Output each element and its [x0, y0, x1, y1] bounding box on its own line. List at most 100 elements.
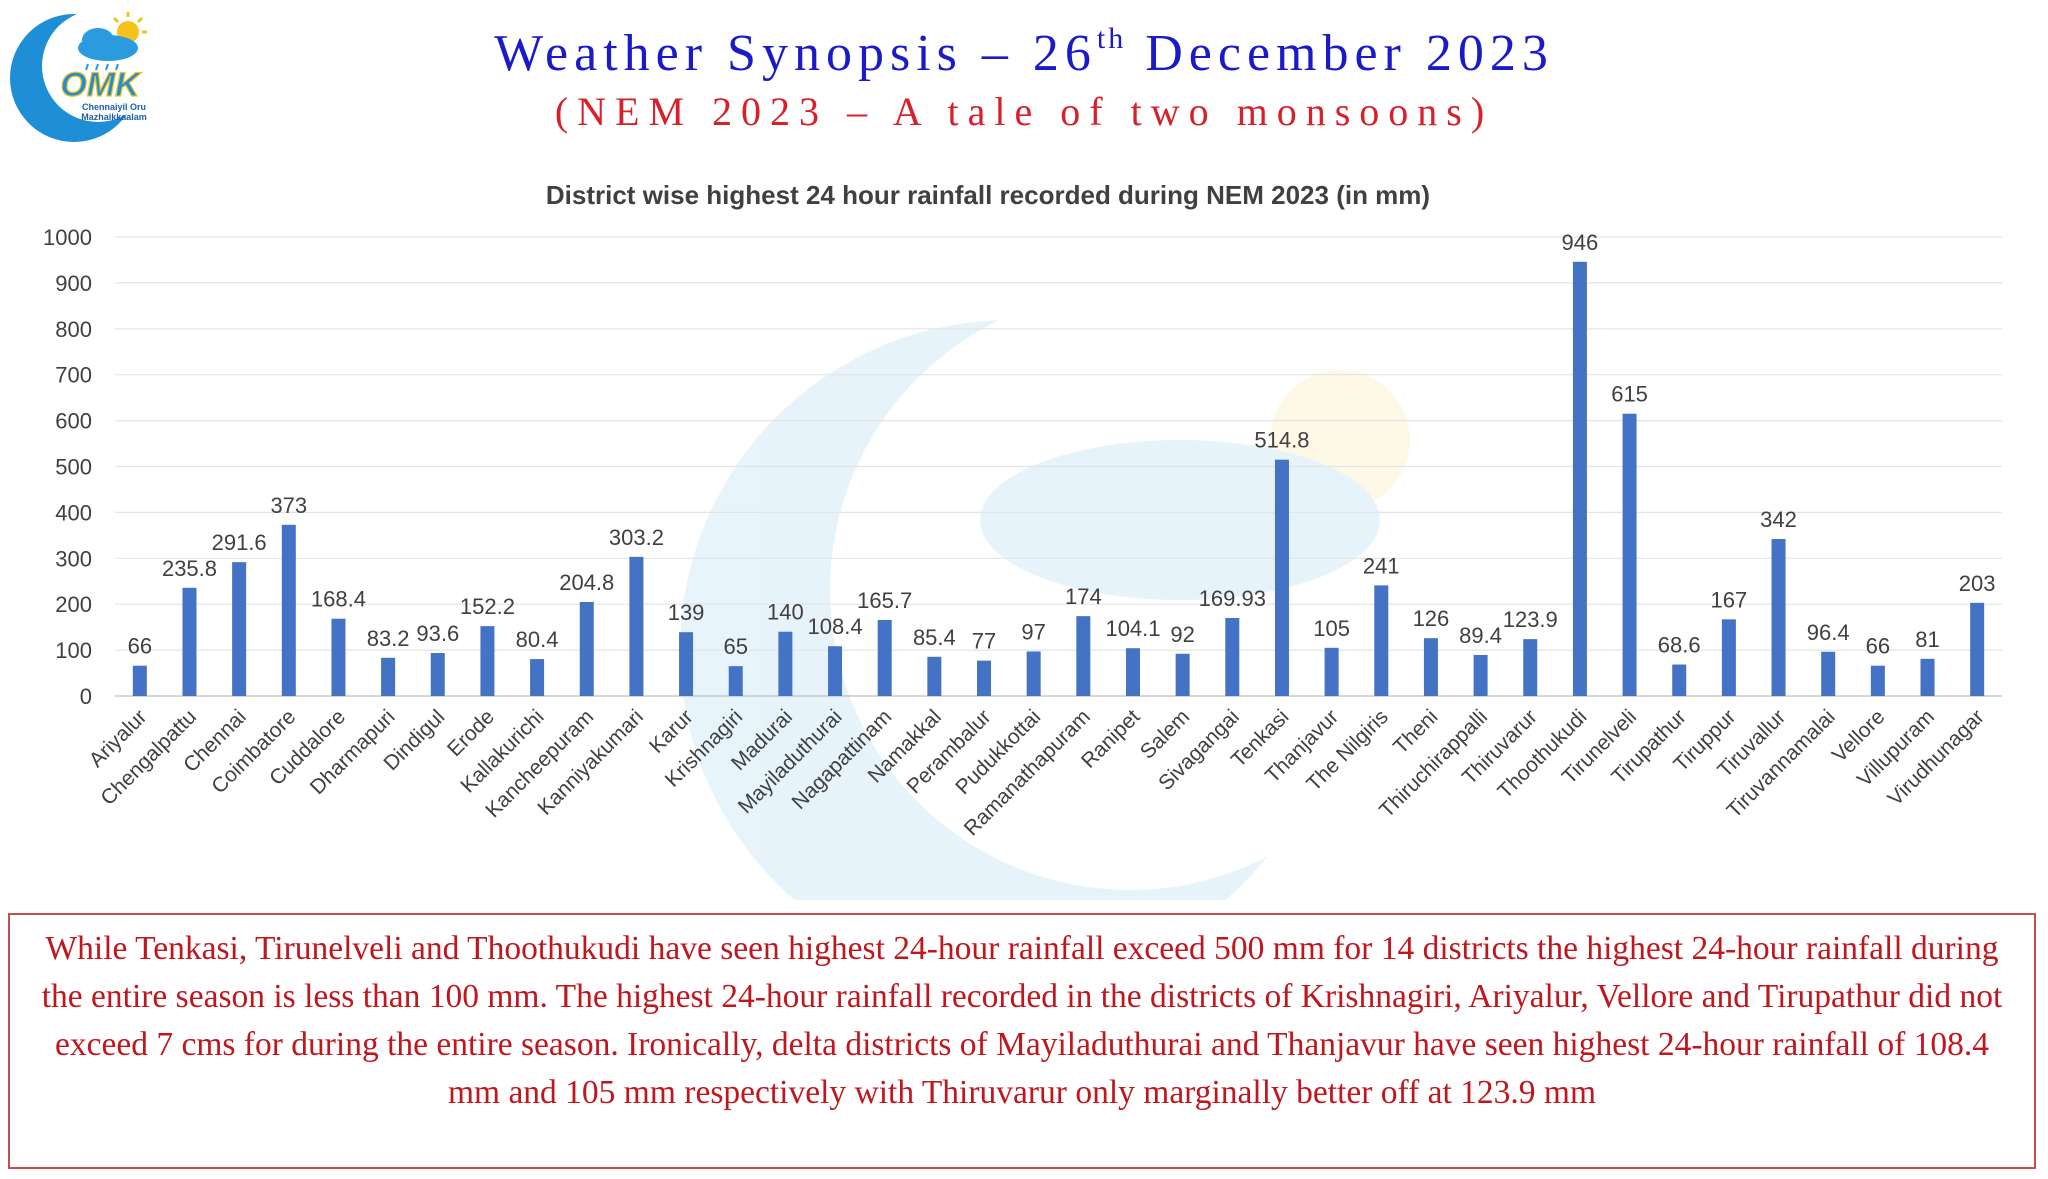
bar	[232, 562, 247, 696]
bar	[877, 619, 892, 696]
bar	[1324, 647, 1339, 696]
bar	[828, 646, 843, 696]
watermark-crescent	[680, 320, 1340, 900]
bar	[132, 665, 147, 696]
data-label: 167	[1711, 587, 1748, 612]
data-label: 77	[972, 629, 996, 654]
title-superscript: th	[1096, 22, 1127, 55]
data-label: 204.8	[559, 570, 614, 595]
data-label: 80.4	[516, 627, 559, 652]
logo-rain-drops	[85, 63, 119, 71]
data-label: 104.1	[1105, 616, 1160, 641]
data-label: 66	[1866, 634, 1890, 659]
bar	[927, 656, 942, 696]
data-label: 169.93	[1199, 586, 1266, 611]
bar	[1125, 648, 1140, 696]
data-label: 108.4	[808, 614, 863, 639]
logo-text-1: Chennaiyil Oru	[82, 102, 146, 112]
data-label: 89.4	[1459, 623, 1502, 648]
bar	[1225, 618, 1240, 696]
data-label: 241	[1363, 553, 1400, 578]
data-label: 373	[270, 493, 307, 518]
data-label: 68.6	[1658, 633, 1701, 658]
bar	[1920, 658, 1935, 696]
data-label: 174	[1065, 584, 1102, 609]
data-label: 152.2	[460, 594, 515, 619]
bar	[1274, 459, 1289, 696]
omk-logo: OMK Chennaiyil Oru Mazhaikkaalam	[10, 10, 152, 142]
data-label: 168.4	[311, 587, 366, 612]
title-main: Weather Synopsis – 26	[494, 25, 1097, 82]
bar	[629, 556, 644, 696]
bar	[1721, 619, 1736, 696]
watermark-sun	[1270, 370, 1410, 510]
y-tick-label: 1000	[43, 225, 92, 250]
y-tick-label: 0	[80, 684, 92, 709]
bar	[1175, 653, 1190, 696]
data-label: 93.6	[416, 621, 459, 646]
y-tick-label: 600	[55, 409, 92, 434]
bar	[1076, 616, 1091, 696]
data-label: 514.8	[1254, 428, 1309, 453]
y-tick-label: 100	[55, 638, 92, 663]
bar	[1423, 638, 1438, 696]
data-label: 105	[1313, 616, 1350, 641]
bar	[1771, 539, 1786, 696]
logo-text-2: Mazhaikkaalam	[81, 112, 147, 122]
bar	[480, 626, 495, 696]
y-tick-label: 900	[55, 271, 92, 296]
y-tick-label: 800	[55, 317, 92, 342]
data-label: 81	[1915, 627, 1939, 652]
chart-bars	[132, 261, 1985, 696]
data-label: 92	[1170, 622, 1194, 647]
data-label: 342	[1760, 507, 1797, 532]
bar	[1572, 261, 1587, 696]
data-label: 235.8	[162, 556, 217, 581]
bar	[1026, 651, 1041, 696]
bar	[430, 653, 445, 696]
data-label: 85.4	[913, 625, 956, 650]
bar	[331, 618, 346, 696]
data-label: 97	[1021, 619, 1045, 644]
summary-note: While Tenkasi, Tirunelveli and Thoothuku…	[8, 913, 2036, 1169]
bar	[1821, 651, 1836, 696]
data-label: 165.7	[857, 588, 912, 613]
page-subtitle: (NEM 2023 – A tale of two monsoons)	[554, 89, 1494, 134]
chart-gridlines	[115, 236, 2002, 697]
title-end: December 2023	[1126, 25, 1554, 82]
data-label: 615	[1611, 382, 1648, 407]
logo-sun-rays	[112, 12, 147, 34]
chart-title: District wise highest 24 hour rainfall r…	[546, 180, 1430, 210]
bar	[1970, 602, 1985, 696]
y-axis-ticks: 0 100 200 300 400 500 600 700 800 900 1000	[43, 225, 92, 709]
y-tick-label: 500	[55, 455, 92, 480]
watermark-cloud	[980, 440, 1380, 600]
bar	[977, 660, 992, 696]
bar	[1622, 413, 1637, 696]
bar	[281, 524, 296, 696]
bar	[579, 601, 594, 696]
data-label: 66	[128, 634, 152, 659]
bar	[381, 657, 396, 696]
data-label: 139	[668, 600, 705, 625]
data-label: 946	[1562, 230, 1599, 255]
y-tick-label: 400	[55, 500, 92, 525]
data-label: 83.2	[367, 626, 410, 651]
rainfall-bar-chart: District wise highest 24 hour rainfall r…	[43, 180, 2002, 900]
data-label: 291.6	[212, 530, 267, 555]
bar	[1473, 654, 1488, 696]
data-label: 65	[723, 634, 747, 659]
bar	[1672, 664, 1687, 696]
bar	[1523, 639, 1538, 696]
data-label: 303.2	[609, 525, 664, 550]
data-label: 203	[1959, 571, 1996, 596]
bar	[778, 631, 793, 696]
data-label: 126	[1413, 606, 1450, 631]
y-tick-label: 200	[55, 592, 92, 617]
watermark-logo	[680, 290, 1430, 900]
bar	[1374, 585, 1389, 696]
y-tick-label: 300	[55, 546, 92, 571]
data-label: 123.9	[1503, 607, 1558, 632]
bar	[1870, 665, 1885, 696]
